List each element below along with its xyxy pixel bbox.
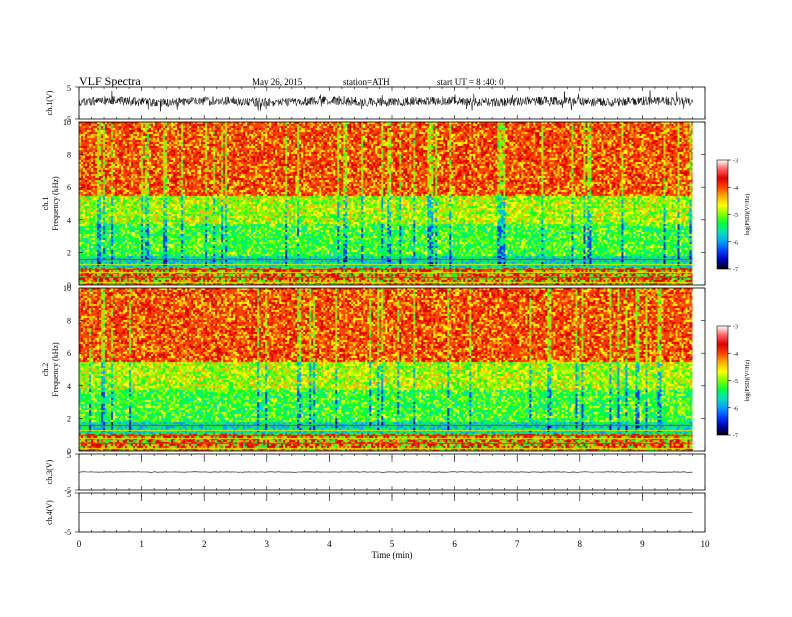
ch1-spec-ytick-label: 8 xyxy=(67,151,71,160)
ch2-spec-channel-label: ch.2 xyxy=(41,363,50,377)
x-tick-label: 1 xyxy=(139,539,144,549)
figure-title: VLF Spectra xyxy=(79,74,141,88)
x-tick-label: 0 xyxy=(77,539,82,549)
ch1-colorbar: -3 -4 -5 -6 -7 log(PSD)(V²/Hz) xyxy=(716,159,751,274)
ch4-waveform-panel: 5 -5 ch.4(V) xyxy=(45,490,706,537)
ch2-spec-ytick-label: 0 xyxy=(67,447,71,456)
ch1-spec-ytick-label: 10 xyxy=(63,118,71,127)
ch1-ylabel: ch.1(V) xyxy=(45,90,54,115)
ch4-ytick-label: -5 xyxy=(64,528,71,537)
ch2-spec-frame xyxy=(78,287,706,452)
ch2-spec-colorbar-gradient xyxy=(716,325,729,436)
ch2-spec-image xyxy=(79,288,693,451)
x-tick-label: 7 xyxy=(515,539,520,549)
ch1-spec-colorbar-gradient xyxy=(716,159,729,270)
x-tick-label: 8 xyxy=(578,539,583,549)
x-tick-label: 3 xyxy=(265,539,270,549)
ch1-spec-colorbar-tick-label: -7 xyxy=(733,268,738,274)
x-tick-label: 4 xyxy=(327,539,332,549)
ch2-spec-ytick-label: 8 xyxy=(67,317,71,326)
ch2-spec-ytick-label: 10 xyxy=(63,284,71,293)
ch1-spec-colorbar-tick-label: -5 xyxy=(733,213,738,219)
ch1-ytick-label: 5 xyxy=(67,84,71,93)
ch1-spec-colorbar-tick-label: -4 xyxy=(733,186,738,192)
ch3-trace xyxy=(78,471,693,473)
ch1-ytick-label: -5 xyxy=(64,115,71,124)
ch1-spec-ylabel: Frequency (kHz) xyxy=(51,176,60,231)
ch2-spec-colorbar-tick-label: -6 xyxy=(733,406,738,412)
date-label: May 26, 2015 xyxy=(252,77,303,87)
ch1-spec-ytick-label: 0 xyxy=(67,281,71,290)
ch1-spec-colorbar-label: log(PSD)(V²/Hz) xyxy=(744,194,751,235)
ch2-spec-colorbar-tick-label: -5 xyxy=(733,379,738,385)
ch1-trace xyxy=(78,90,693,112)
ch4-ytick-label: 5 xyxy=(67,490,71,499)
ch3-waveform-panel: 5 -5 ch.3(V) xyxy=(45,451,706,495)
ch2-spec-ylabel: Frequency (kHz) xyxy=(51,342,60,397)
ch2-spec-colorbar-tick-label: -4 xyxy=(733,352,738,358)
ch1-spec-frame xyxy=(78,121,706,286)
ch2-spec-ytick-label: 2 xyxy=(67,414,71,423)
start-time-label: start UT = 8 :40: 0 xyxy=(437,77,504,87)
x-tick-label: 10 xyxy=(701,539,711,549)
ch2-spec-colorbar-tick-label: -3 xyxy=(733,325,738,331)
x-tick-label: 5 xyxy=(390,539,395,549)
x-tick-label: 6 xyxy=(452,539,457,549)
time-axis: 0 1 2 3 4 5 6 7 8 9 10 xyxy=(77,539,710,549)
ch2-spec-colorbar-tick-label: -7 xyxy=(733,434,738,440)
ch2-spec-colorbar-label: log(PSD)(V²/Hz) xyxy=(744,360,751,401)
ch2-spec-ytick-label: 4 xyxy=(67,382,71,391)
ch2-spectrogram-panel: 0 2 4 6 8 10 ch.2 Frequency (kHz) xyxy=(41,284,706,456)
ch2-spec-ytick-label: 6 xyxy=(67,349,71,358)
x-tick-label: 2 xyxy=(202,539,207,549)
ch1-spec-colorbar-tick-label: -6 xyxy=(733,240,738,246)
x-axis-label: Time (min) xyxy=(372,550,413,560)
ch1-spec-colorbar-tick-label: -3 xyxy=(733,159,738,165)
ch4-ylabel: ch.4(V) xyxy=(45,500,54,525)
station-label: station=ATH xyxy=(343,77,390,87)
ch1-waveform-panel: 5 -5 ch.1(V) xyxy=(45,84,706,124)
ch1-spec-channel-label: ch.1 xyxy=(41,197,50,211)
ch2-colorbar: -3 -4 -5 -6 -7 log(PSD)(V²/Hz) xyxy=(716,325,751,440)
ch1-spectrogram-panel: 0 2 4 6 8 10 ch.1 Frequency (kHz) xyxy=(41,118,706,290)
ch3-ytick-label: -5 xyxy=(64,486,71,495)
ch3-ytick-label: 5 xyxy=(67,451,71,460)
ch1-spec-ytick-label: 6 xyxy=(67,183,71,192)
x-tick-label: 9 xyxy=(640,539,645,549)
ch1-spec-ytick-label: 4 xyxy=(67,216,71,225)
ch3-ylabel: ch.3(V) xyxy=(45,459,54,484)
ch1-spec-image xyxy=(79,122,693,285)
ch1-spec-ytick-label: 2 xyxy=(67,248,71,257)
